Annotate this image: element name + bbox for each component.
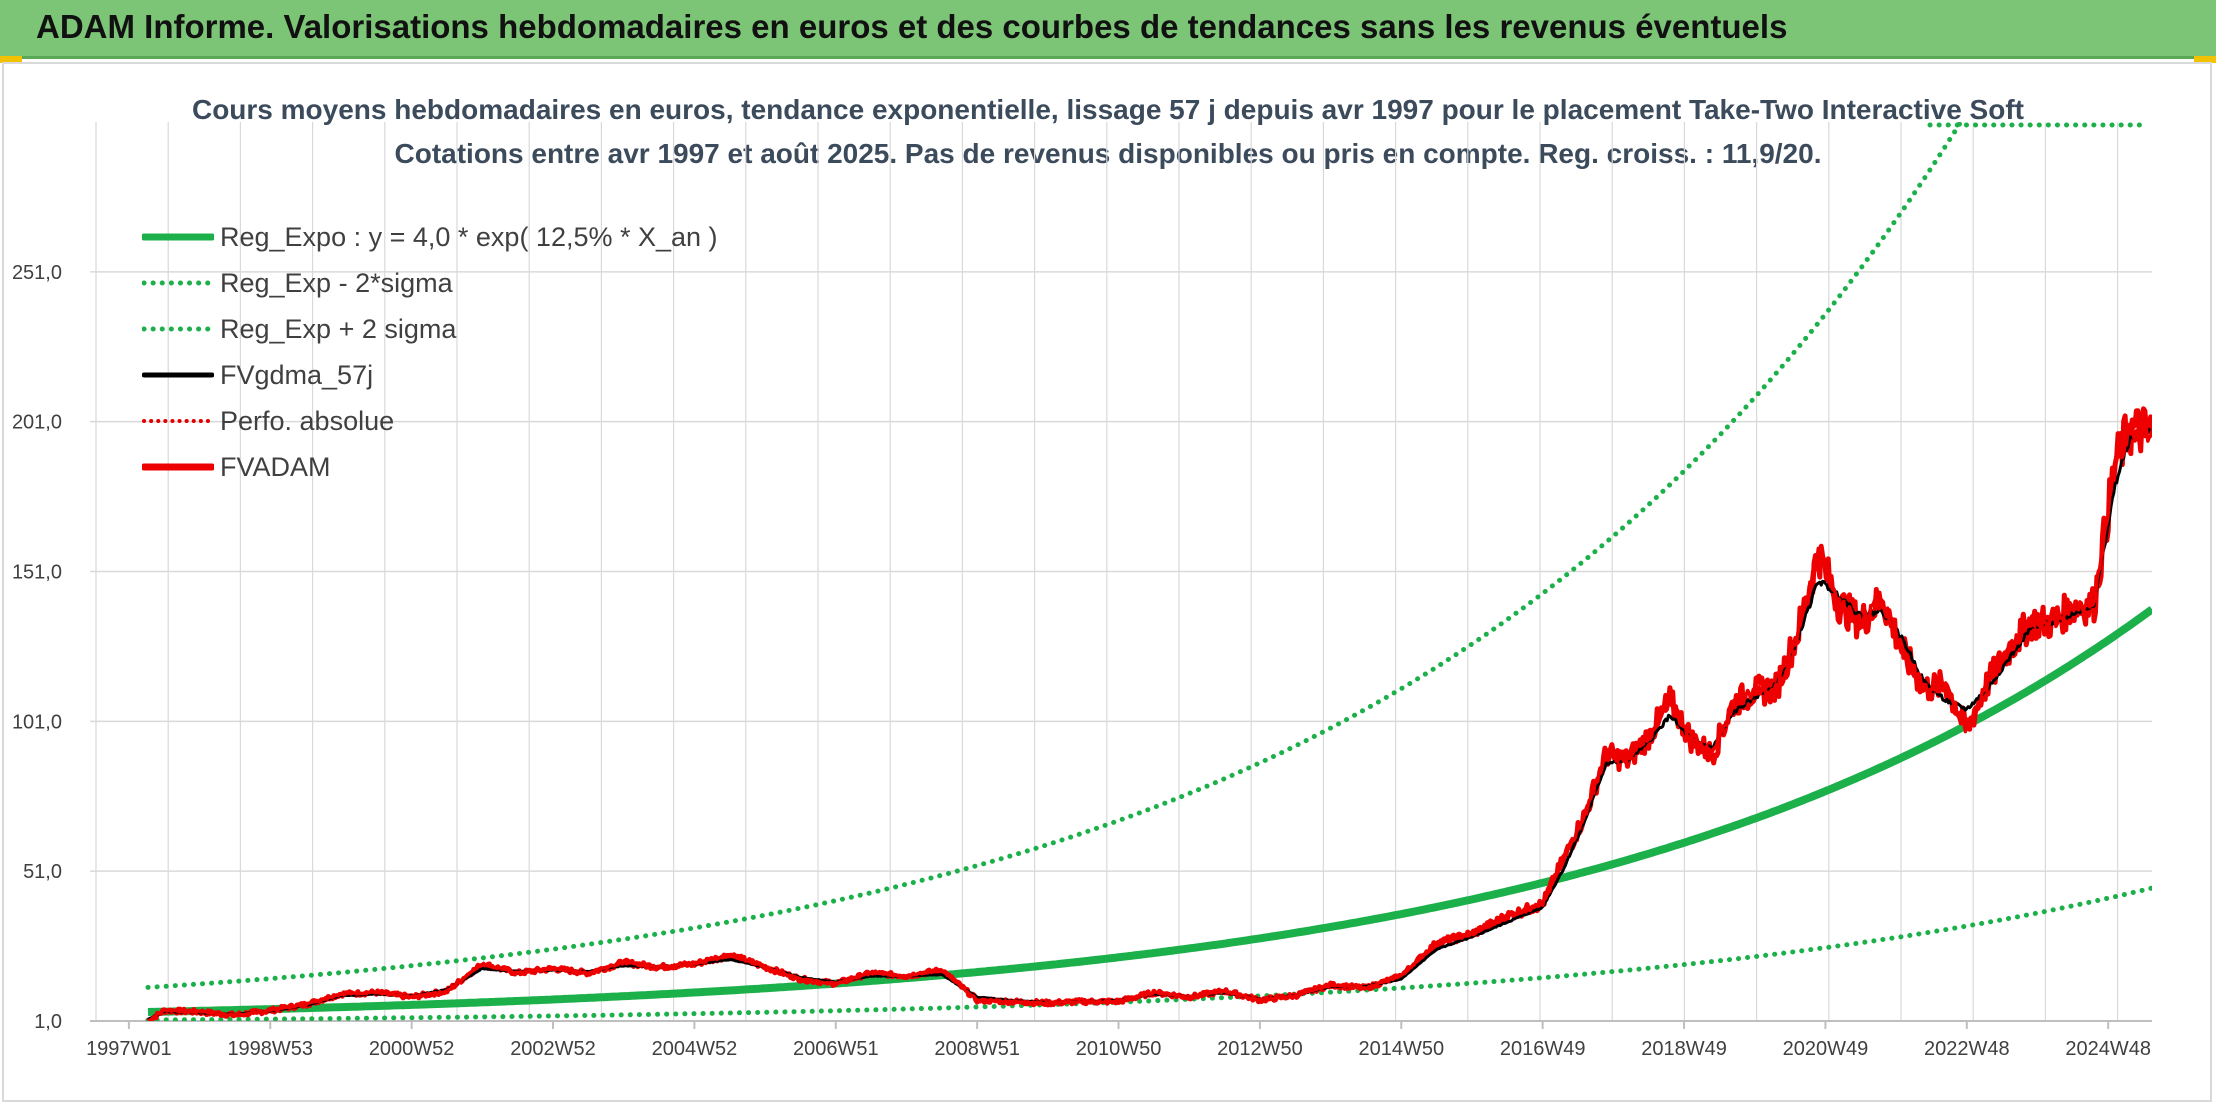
legend-swatch-upper	[142, 326, 214, 332]
legend-label: Reg_Expo : y = 4,0 * exp( 12,5% * X_an )	[220, 221, 718, 252]
legend-item-reg: Reg_Expo : y = 4,0 * exp( 12,5% * X_an )	[142, 214, 718, 260]
chart-legend: Reg_Expo : y = 4,0 * exp( 12,5% * X_an )…	[142, 214, 718, 490]
legend-item-lower: Reg_Exp - 2*sigma	[142, 260, 718, 306]
x-tick-label: 2024W48	[2065, 1038, 2151, 1060]
legend-item-fvadam: FVADAM	[142, 444, 718, 490]
y-tick-label: 101,0	[12, 711, 62, 733]
header-bar: ADAM Informe. Valorisations hebdomadaire…	[0, 0, 2216, 59]
y-tick-label: 51,0	[23, 861, 62, 883]
x-tick-label: 1998W53	[227, 1038, 313, 1060]
legend-swatch-lower	[142, 280, 214, 286]
x-tick-label: 2014W50	[1358, 1038, 1444, 1060]
y-tick-label: 251,0	[12, 262, 62, 284]
legend-label: Reg_Exp + 2 sigma	[220, 313, 457, 344]
x-tick-label: 2008W51	[934, 1038, 1020, 1060]
legend-swatch-fvgdma	[142, 372, 214, 378]
legend-swatch-reg	[142, 233, 214, 241]
legend-item-upper: Reg_Exp + 2 sigma	[142, 306, 718, 352]
x-tick-label: 2018W49	[1641, 1038, 1727, 1060]
legend-label: FVgdma_57j	[220, 359, 374, 390]
y-tick-label: 151,0	[12, 562, 62, 584]
x-tick-label: 2000W52	[369, 1038, 455, 1060]
chart-subtitle: Cotations entre avr 1997 et août 2025. P…	[394, 138, 1822, 169]
series-reg-expo	[147, 606, 2152, 1016]
corner-marker	[2194, 56, 2216, 63]
legend-item-perfo: Perfo. absolue	[142, 398, 718, 444]
x-tick-label: 2004W52	[652, 1038, 738, 1060]
x-tick-label: 2012W50	[1217, 1038, 1303, 1060]
corner-marker	[0, 56, 22, 63]
series-reg-upper	[145, 122, 1964, 990]
legend-label: Reg_Exp - 2*sigma	[220, 267, 453, 298]
legend-item-fvgdma: FVgdma_57j	[142, 352, 718, 398]
legend-swatch-fvadam	[142, 463, 214, 471]
x-tick-label: 2010W50	[1076, 1038, 1162, 1060]
x-tick-label: 2016W49	[1500, 1038, 1586, 1060]
chart-frame	[2, 62, 2212, 1102]
x-tick-label: 2020W49	[1783, 1038, 1869, 1060]
report-title: ADAM Informe. Valorisations hebdomadaire…	[36, 8, 1788, 45]
series-fvadam-overlay	[147, 421, 2152, 1021]
x-tick-label: 1997W01	[86, 1038, 172, 1060]
legend-label: Perfo. absolue	[220, 405, 395, 436]
x-tick-label: 2022W48	[1924, 1038, 2010, 1060]
series-reg-lower	[145, 885, 2152, 1021]
chart-title: Cours moyens hebdomadaires en euros, ten…	[191, 94, 2024, 125]
x-tick-label: 2002W52	[510, 1038, 596, 1060]
y-tick-label: 201,0	[12, 412, 62, 434]
series-fvgdma	[147, 427, 2152, 1021]
x-tick-label: 2006W51	[793, 1038, 879, 1060]
series-fvadam	[146, 406, 2152, 1021]
legend-swatch-perfo	[142, 419, 214, 423]
legend-label: FVADAM	[220, 451, 331, 482]
y-tick-label: 1,0	[34, 1011, 62, 1033]
